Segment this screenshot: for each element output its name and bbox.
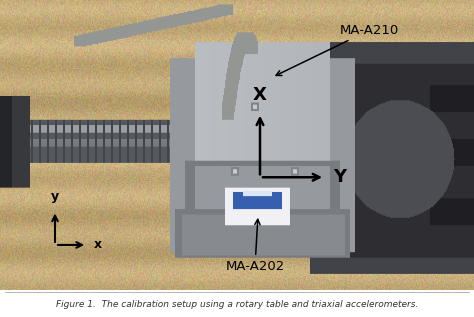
Text: Y: Y (333, 168, 346, 186)
Text: y: y (51, 190, 59, 203)
Text: X: X (253, 86, 267, 104)
Text: Figure 1.  The calibration setup using a rotary table and triaxial accelerometer: Figure 1. The calibration setup using a … (56, 301, 418, 309)
Text: MA-A202: MA-A202 (225, 219, 284, 273)
Text: x: x (94, 238, 102, 251)
Text: MA-A210: MA-A210 (276, 23, 399, 75)
